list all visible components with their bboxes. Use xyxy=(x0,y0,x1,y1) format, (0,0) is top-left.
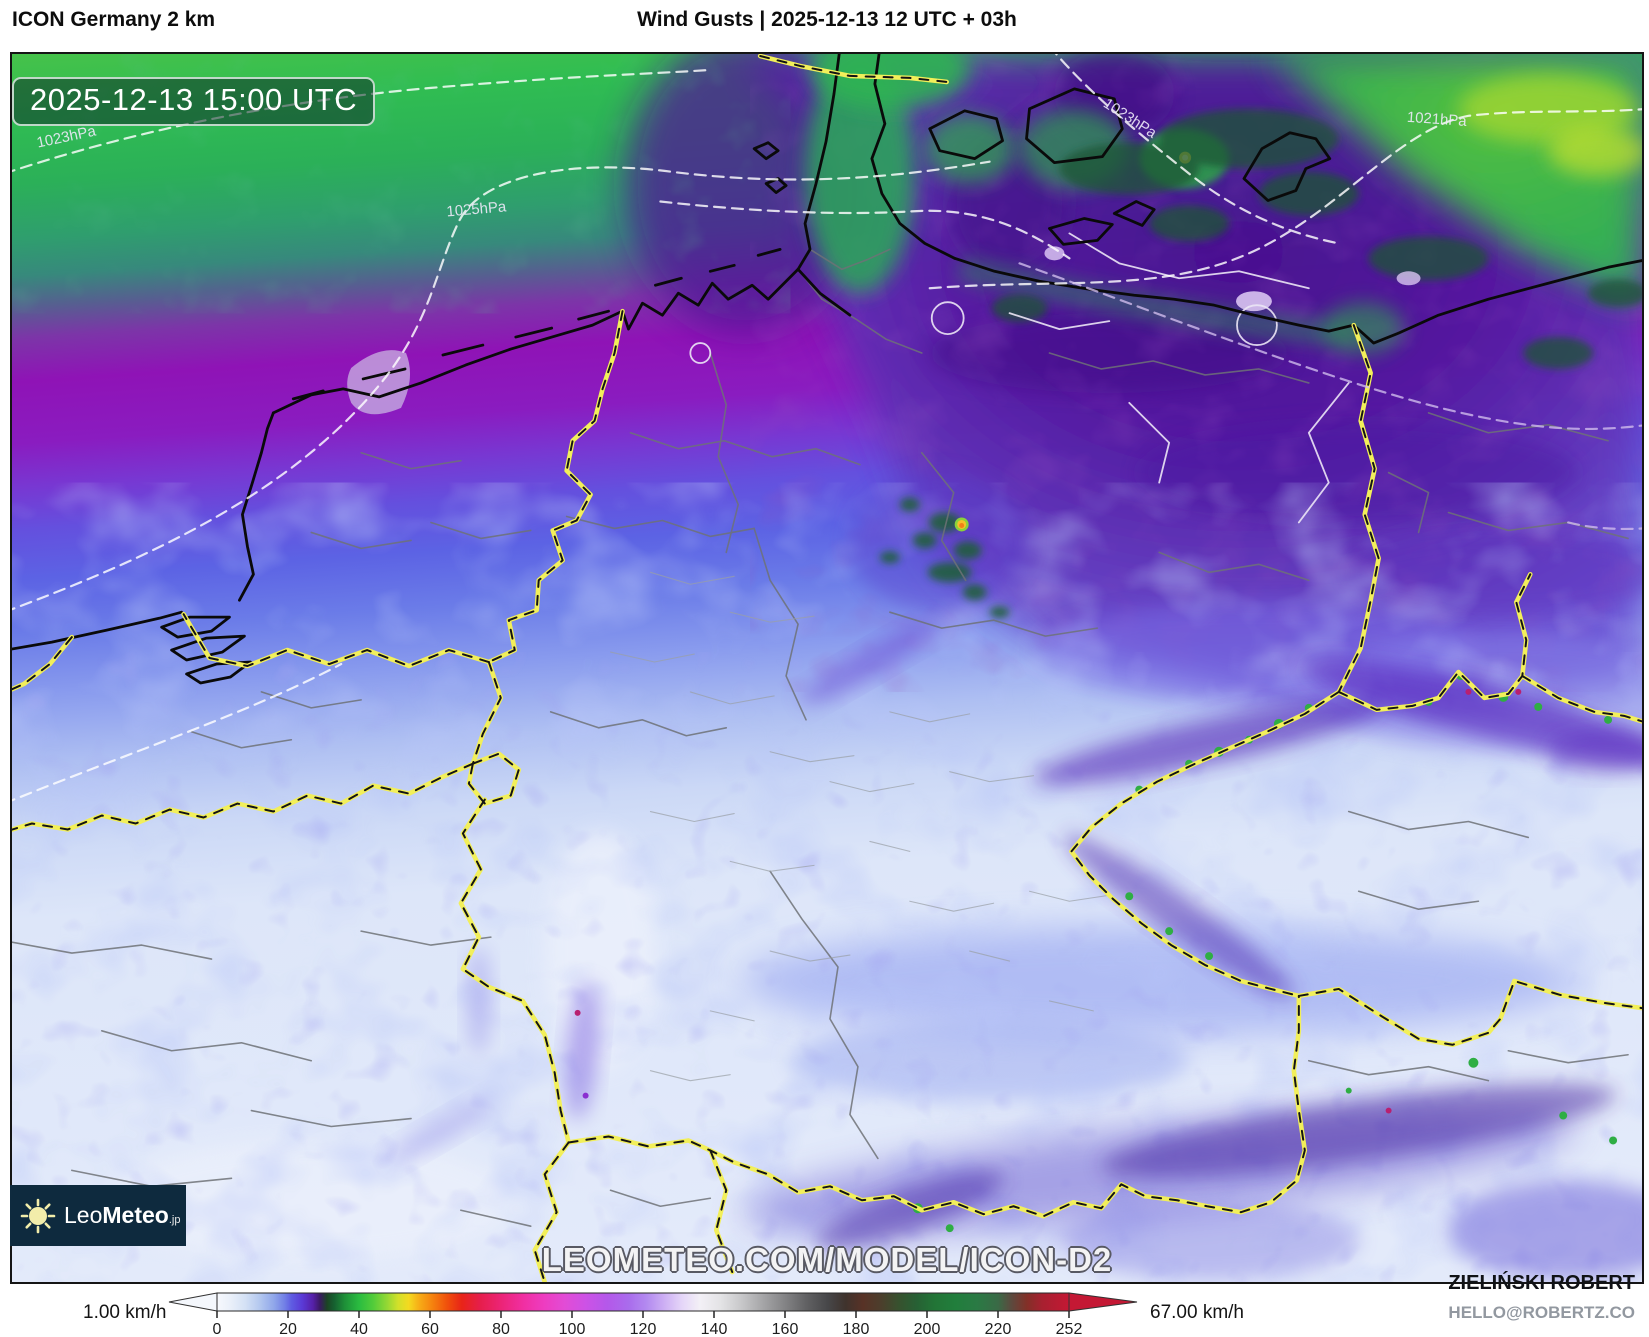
colorbar-tick-label: 180 xyxy=(843,1321,870,1337)
colorbar-tick-label: 0 xyxy=(213,1321,222,1337)
colorbar-tick-label: 40 xyxy=(350,1321,368,1337)
colorbar-tick-label: 20 xyxy=(279,1321,297,1337)
gust-region-baltic-green xyxy=(12,54,1642,369)
colorbar-ticks: 0 20 40 60 80 100 120 140 160 180 200 220 252 xyxy=(213,1311,1083,1337)
colorbar-tick-label: 252 xyxy=(1056,1321,1083,1337)
credit-author: ZIELIŃSKI ROBERT xyxy=(1448,1272,1635,1294)
colorbar-tick-label: 60 xyxy=(421,1321,439,1337)
isobar-label: 1025hPa xyxy=(446,198,508,220)
sun-icon xyxy=(20,1198,56,1233)
colorbar-arrow-left xyxy=(168,1292,218,1312)
leometeo-logo: LeoMeteo.jp xyxy=(10,1185,186,1246)
credit-email: HELLO@ROBERTZ.CO xyxy=(1448,1303,1635,1322)
valid-time-badge: 2025-12-13 15:00 UTC xyxy=(12,77,376,126)
colorbar-ramp xyxy=(216,1292,1070,1312)
colorbar-tick-label: 140 xyxy=(701,1321,728,1337)
colorbar-arrow-right xyxy=(1068,1292,1138,1312)
logo-brand: LeoMeteo.jp xyxy=(64,1202,181,1228)
admin-borders-fine xyxy=(609,571,1110,1082)
colorbar-tick-label: 100 xyxy=(559,1321,586,1337)
admin-borders-northeast xyxy=(689,232,1350,524)
colorbar-tick-label: 120 xyxy=(630,1321,657,1337)
country-borders xyxy=(12,54,1642,1282)
weather-map: 1023hPa 1025hPa 1023hPa 1021hPa xyxy=(10,52,1644,1284)
model-name: ICON Germany 2 km xyxy=(12,8,216,31)
colorbar-max-value: 67.00 km/h xyxy=(1150,1302,1244,1323)
page-title: Wind Gusts | 2025-12-13 12 UTC + 03h xyxy=(637,8,1017,31)
colorbar-tick-label: 80 xyxy=(492,1321,510,1337)
colorbar-min-value: 1.00 km/h xyxy=(83,1302,167,1323)
isobar-label: 1021hPa xyxy=(1406,109,1468,130)
colorbar: 0 20 40 60 80 100 120 140 160 180 200 220 252 xyxy=(168,1292,1138,1337)
colorbar-tick-label: 160 xyxy=(772,1321,799,1337)
colorbar-tick-label: 220 xyxy=(985,1321,1012,1337)
site-watermark: LEOMETEO.COM/MODEL/ICON-D2 xyxy=(541,1241,1113,1278)
colorbar-tick-label: 200 xyxy=(914,1321,941,1337)
